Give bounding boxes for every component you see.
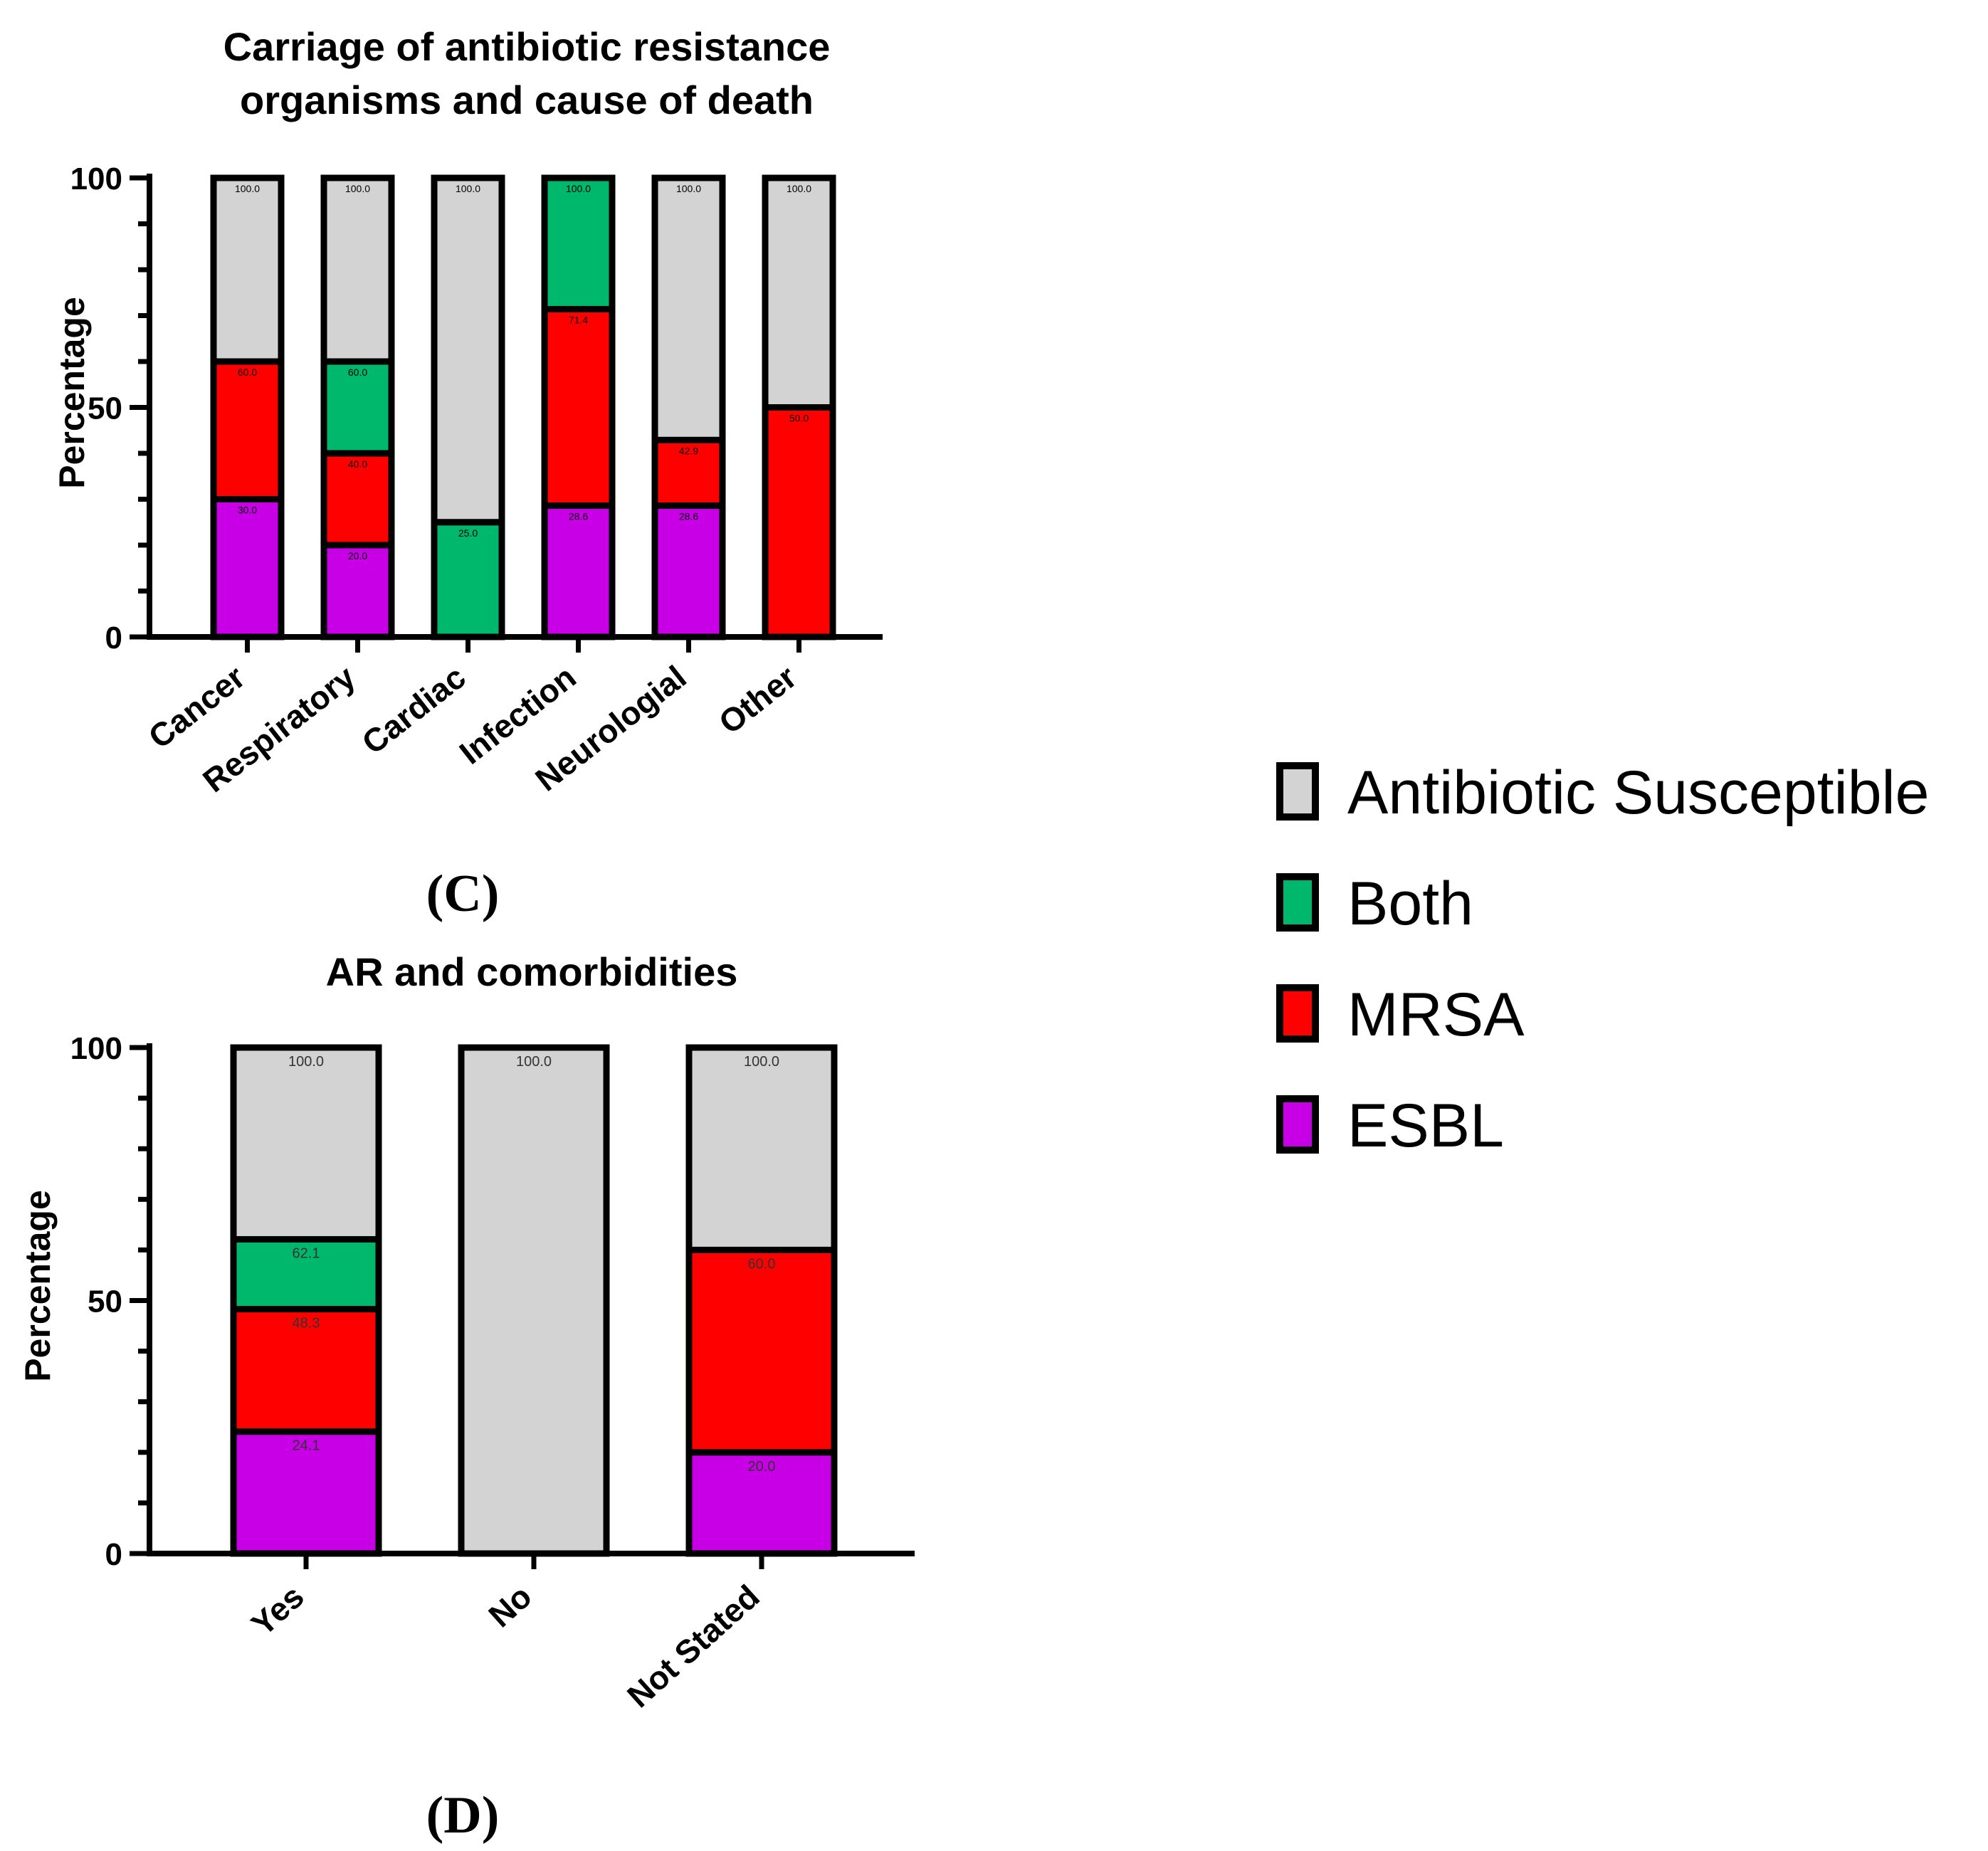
bar-segment-mrsa	[541, 305, 616, 510]
data-label: 28.6	[569, 511, 588, 522]
y-tick-label: 100	[70, 1031, 122, 1066]
y-tick-label: 50	[88, 391, 122, 426]
y-tick-label: 0	[105, 1537, 122, 1572]
y-tick-label: 100	[70, 162, 122, 196]
bar-segment-mrsa	[762, 404, 836, 640]
legend-swatch-antibiotic-susceptible	[1276, 762, 1319, 821]
bar-segment-esbl	[541, 502, 616, 640]
legend: Antibiotic Susceptible Both MRSA ESBL	[1276, 759, 1929, 1160]
bar-segment-antibiotic-susceptible	[230, 1044, 382, 1243]
chart-title-line: organisms and cause of death	[240, 78, 814, 122]
data-label: 40.0	[348, 458, 367, 470]
data-label: 100.0	[787, 183, 811, 194]
legend-label-both: Both	[1347, 870, 1473, 938]
y-axis-label: Percentage	[18, 1190, 58, 1382]
data-label: 20.0	[348, 550, 367, 561]
chart-d-comorbidities: AR and comorbidities Percentage 24.1 48.3 62…	[18, 949, 915, 1845]
bar-segment-both	[431, 519, 505, 640]
bar-segment-antibiotic-susceptible	[210, 174, 285, 365]
data-label: 28.6	[679, 511, 698, 522]
legend-swatch-mrsa	[1276, 984, 1319, 1043]
legend-swatch-esbl	[1276, 1095, 1319, 1154]
bar-segment-antibiotic-susceptible	[762, 174, 836, 411]
data-label: 60.0	[238, 366, 257, 378]
bar-segment-antibiotic-susceptible	[431, 174, 505, 526]
y-axis-label: Percentage	[52, 297, 92, 489]
chart-title-line: AR and comorbidities	[326, 949, 738, 994]
data-label: 20.0	[748, 1459, 776, 1475]
data-label: 42.9	[679, 445, 698, 456]
x-tick-label: Yes	[244, 1578, 311, 1643]
data-label: 100.0	[676, 183, 701, 194]
data-label: 50.0	[789, 413, 809, 424]
data-label: 100.0	[235, 183, 260, 194]
data-label: 100.0	[288, 1054, 324, 1070]
bar-segment-antibiotic-susceptible	[651, 174, 726, 443]
data-label: 71.4	[569, 314, 588, 325]
data-label: 100.0	[516, 1054, 552, 1070]
bar-segment-antibiotic-susceptible	[458, 1044, 610, 1557]
bar-segment-mrsa	[685, 1246, 838, 1456]
data-label: 100.0	[744, 1054, 779, 1070]
panel-label: (D)	[426, 1786, 500, 1845]
legend-label-antibiotic-susceptible: Antibiotic Susceptible	[1347, 759, 1929, 827]
bar-segment-esbl	[210, 496, 285, 640]
x-tick-label: No	[481, 1578, 538, 1635]
y-tick-label: 50	[88, 1285, 122, 1319]
bar-segment-esbl	[651, 502, 726, 640]
chart-c-cause-of-death: Carriage of antibiotic resistance organis…	[52, 24, 883, 923]
x-tick-label: Not Stated	[620, 1578, 767, 1715]
legend-swatch-both	[1276, 873, 1319, 932]
bar-segment-antibiotic-susceptible	[685, 1044, 838, 1253]
x-tick-label: Other	[712, 658, 804, 742]
data-label: 30.0	[238, 505, 257, 516]
bar-segment-esbl	[320, 542, 395, 640]
data-label: 62.1	[293, 1245, 320, 1261]
legend-label-mrsa: MRSA	[1347, 981, 1525, 1049]
legend-label-esbl: ESBL	[1347, 1092, 1504, 1160]
panel-label: (C)	[426, 865, 500, 923]
data-label: 100.0	[456, 183, 480, 194]
data-label: 24.1	[293, 1438, 320, 1454]
data-label: 25.0	[458, 527, 478, 539]
bar-segment-mrsa	[210, 358, 285, 502]
y-tick-label: 0	[105, 621, 122, 655]
data-label: 60.0	[748, 1256, 776, 1272]
bar-segment-both	[541, 174, 616, 312]
bar-segment-antibiotic-susceptible	[320, 174, 395, 365]
data-label: 60.0	[348, 366, 367, 378]
bar-segment-both	[320, 358, 395, 457]
chart-title-line: Carriage of antibiotic resistance	[223, 24, 831, 69]
data-label: 100.0	[345, 183, 370, 194]
data-label: 48.3	[293, 1316, 320, 1331]
data-label: 100.0	[566, 183, 591, 194]
